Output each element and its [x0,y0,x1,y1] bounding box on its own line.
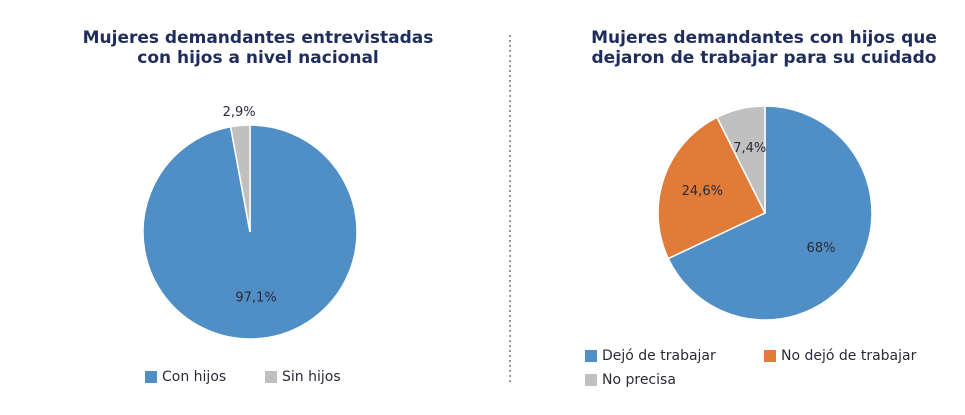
legend-label: Con hijos [162,369,226,385]
pie-slice [716,105,766,214]
chart-title: Mujeres demandantes entrevistadas [83,28,434,48]
value-label: 68% [807,241,836,256]
chart-title: dejaron de trabajar para su cuidado [592,48,937,68]
pie-slice [657,116,767,260]
legend-swatch [764,350,776,362]
value-label: 7,4% [733,141,766,156]
legend-label: Dejó de trabajar [602,348,716,364]
legend-swatch [265,371,277,383]
chart-title: con hijos a nivel nacional [137,48,379,68]
legend-swatch [145,371,157,383]
legend-swatch [585,350,597,362]
pie-slice [229,124,251,233]
legend-label: No dejó de trabajar [781,348,917,364]
chart-title: Mujeres demandantes con hijos que [591,28,937,48]
value-label: 2,9% [223,105,256,120]
legend-label: No precisa [602,372,676,388]
pie-slice [667,105,873,321]
legend-swatch [585,374,597,386]
value-label: 97,1% [235,291,276,306]
value-label: 24,6% [682,184,723,199]
legend-label: Sin hijos [282,369,341,385]
